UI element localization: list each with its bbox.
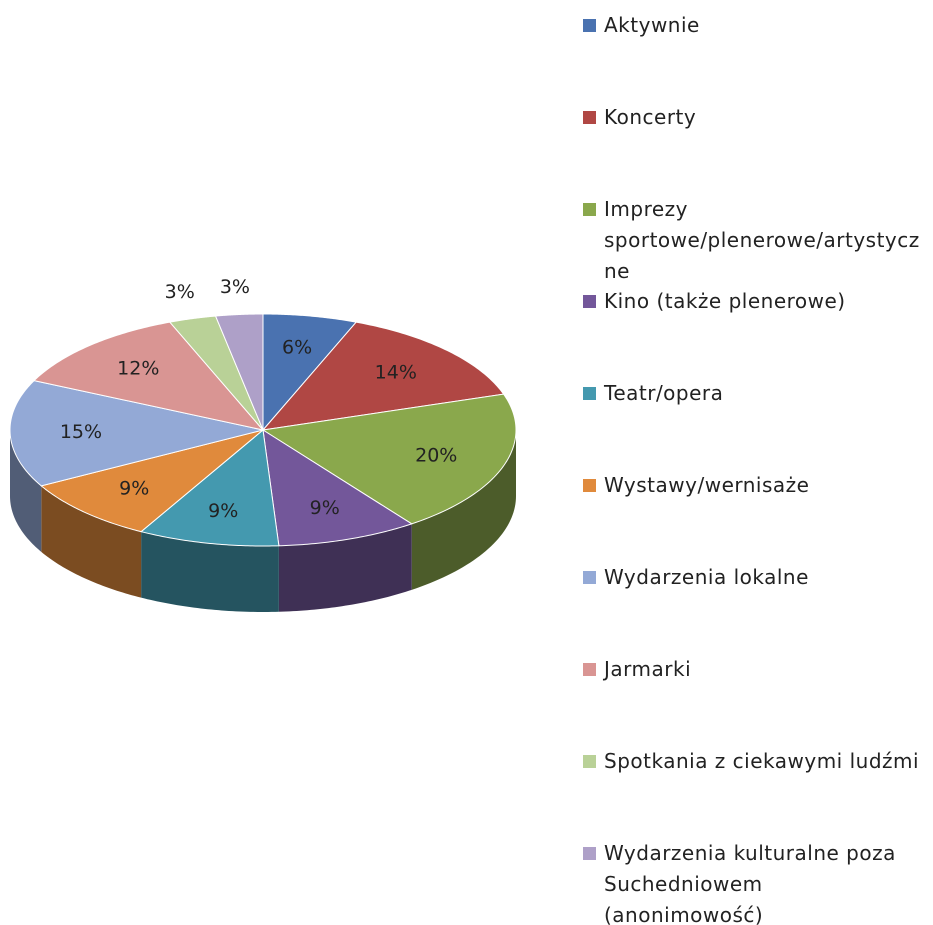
- slice: [40, 429, 264, 533]
- legend-item: Koncerty: [583, 102, 926, 133]
- data-label: 3%: [220, 276, 250, 298]
- slice: [262, 429, 413, 547]
- legend-label: Spotkania z ciekawymi ludźmi: [604, 749, 920, 773]
- legend-item: Wystawy/wernisaże: [583, 470, 926, 501]
- data-label: 20%: [415, 444, 457, 466]
- data-label: 9%: [208, 500, 238, 522]
- legend-swatch: [583, 755, 596, 768]
- legend-label: Imprezy sportowe/plenerowe/artystyczne: [604, 197, 920, 283]
- legend-swatch: [583, 203, 596, 216]
- legend-item: Jarmarki: [583, 654, 926, 685]
- slice: [261, 393, 517, 525]
- slice-side: [141, 531, 279, 612]
- legend-item: Wydarzenia kulturalne poza Suchedniowem …: [583, 838, 926, 925]
- slice-side: [411, 430, 516, 590]
- legend-item: Aktywnie: [583, 10, 926, 41]
- data-label: 9%: [310, 497, 340, 519]
- legend-label: Koncerty: [604, 105, 697, 129]
- legend-swatch: [583, 479, 596, 492]
- data-label: 14%: [375, 361, 417, 383]
- chart: 6% 14% 20% 9% 9% 9% 15% 12% 3% 3%: [9, 276, 517, 612]
- data-label: 15%: [60, 421, 102, 443]
- slice: [33, 321, 265, 431]
- legend-item: Imprezy sportowe/plenerowe/artystyczne: [583, 194, 926, 287]
- legend-swatch: [583, 387, 596, 400]
- data-label: 6%: [282, 336, 312, 358]
- legend-swatch: [583, 295, 596, 308]
- legend-swatch: [583, 111, 596, 124]
- legend-label: Jarmarki: [604, 657, 692, 681]
- slice: [140, 429, 280, 547]
- data-label: 12%: [117, 358, 159, 380]
- legend-label: Wydarzenia lokalne: [604, 565, 809, 589]
- slice-side: [278, 523, 412, 612]
- slice: [214, 313, 264, 431]
- legend-label: Aktywnie: [604, 13, 700, 37]
- legend-item: Wydarzenia lokalne: [583, 562, 926, 593]
- slice: [262, 313, 358, 432]
- slice-side: [41, 485, 142, 598]
- legend-swatch: [583, 571, 596, 584]
- legend-label: Wydarzenia kulturalne poza Suchedniowem …: [604, 841, 896, 925]
- legend-label: Wystawy/wernisaże: [604, 473, 810, 497]
- slice-side: [10, 430, 42, 552]
- legend-swatch: [583, 19, 596, 32]
- legend-item: Teatr/opera: [583, 378, 926, 409]
- slice: [168, 315, 264, 431]
- data-label: 3%: [165, 281, 195, 303]
- legend-label: Kino (także plenerowe): [604, 289, 846, 313]
- legend-swatch: [583, 663, 596, 676]
- legend-label: Teatr/opera: [604, 381, 724, 405]
- slice: [9, 380, 264, 487]
- legend-item: Spotkania z ciekawymi ludźmi: [583, 746, 926, 777]
- legend-item: Kino (także plenerowe): [583, 286, 926, 317]
- legend-swatch: [583, 847, 596, 860]
- data-label: 9%: [119, 478, 149, 500]
